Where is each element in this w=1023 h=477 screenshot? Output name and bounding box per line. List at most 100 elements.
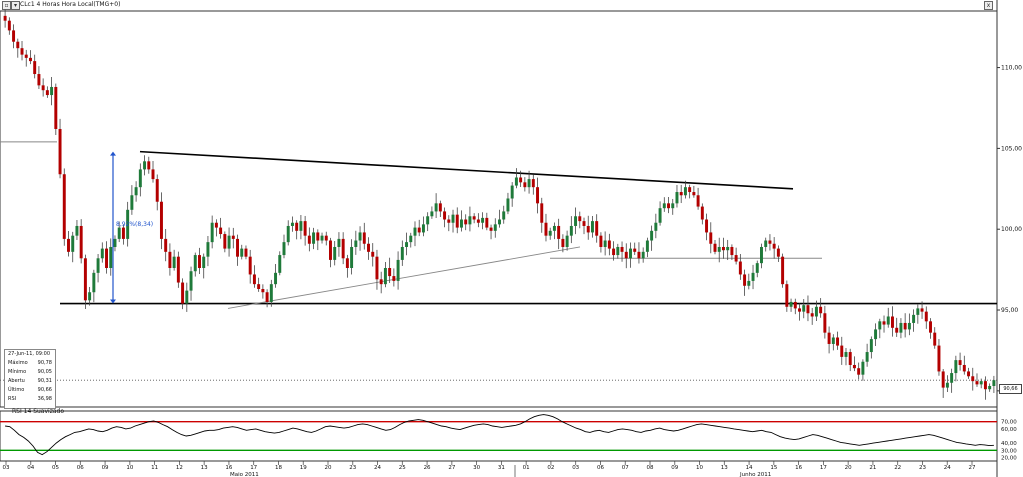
candle-body bbox=[451, 214, 455, 223]
candle bbox=[692, 185, 696, 198]
candle bbox=[836, 331, 840, 350]
candle bbox=[185, 282, 189, 312]
rsi-panel-label[interactable]: RSI 14 Suavizado bbox=[12, 408, 65, 415]
candle-body bbox=[430, 211, 434, 217]
candle bbox=[282, 234, 286, 259]
candle bbox=[459, 210, 463, 232]
menu-dropdown-icon[interactable]: ▾ bbox=[11, 1, 20, 10]
month-label: Junho 2011 bbox=[739, 472, 771, 477]
candle-body bbox=[692, 192, 696, 196]
candle bbox=[899, 318, 903, 339]
candle bbox=[890, 306, 894, 337]
candle bbox=[24, 49, 28, 67]
candle bbox=[50, 76, 54, 106]
candle bbox=[198, 247, 201, 274]
candle bbox=[451, 209, 455, 233]
candle-body bbox=[561, 238, 565, 247]
candle-body bbox=[988, 385, 992, 390]
x-tick-label: 22 bbox=[894, 465, 901, 471]
candle-body bbox=[586, 225, 590, 233]
candle-body bbox=[903, 322, 907, 330]
candle-body bbox=[979, 381, 983, 385]
x-tick-label: 09 bbox=[102, 465, 109, 471]
candle bbox=[278, 251, 282, 276]
x-tick-label: 15 bbox=[770, 465, 777, 471]
candle bbox=[552, 222, 556, 240]
candle-body bbox=[975, 381, 979, 385]
candle-body bbox=[675, 192, 679, 204]
candle-body bbox=[324, 235, 328, 241]
candle bbox=[650, 225, 654, 251]
window-icon[interactable]: ▫ bbox=[2, 1, 11, 10]
candle bbox=[105, 241, 109, 274]
candle bbox=[688, 184, 692, 199]
candle-body bbox=[143, 161, 147, 170]
candle bbox=[519, 170, 523, 188]
candle bbox=[954, 355, 958, 382]
candle bbox=[265, 289, 269, 308]
info-value: 90,78 bbox=[37, 360, 52, 366]
candle bbox=[231, 227, 235, 249]
candle-body bbox=[967, 371, 971, 377]
candle-body bbox=[371, 251, 375, 257]
candle bbox=[696, 187, 700, 210]
candle-body bbox=[700, 206, 704, 220]
candle-body bbox=[252, 274, 256, 285]
candle-body bbox=[362, 232, 366, 244]
x-tick-label: 08 bbox=[647, 465, 654, 471]
candle bbox=[764, 237, 768, 252]
close-icon[interactable]: x bbox=[984, 1, 993, 10]
candle bbox=[430, 206, 434, 219]
candle-body bbox=[519, 177, 523, 183]
x-tick-label: 05 bbox=[52, 465, 59, 471]
candle bbox=[172, 249, 176, 271]
candle bbox=[536, 177, 540, 214]
info-label: Mínimo bbox=[8, 369, 27, 375]
candle-body bbox=[920, 308, 924, 312]
candle-body bbox=[709, 232, 713, 244]
candle-body bbox=[827, 332, 831, 344]
candle bbox=[45, 86, 49, 98]
candle-body bbox=[582, 221, 586, 226]
candle bbox=[895, 317, 899, 337]
x-tick-label: 11 bbox=[151, 465, 158, 471]
candle-body bbox=[721, 246, 725, 251]
candle-body bbox=[147, 161, 151, 170]
candle-body bbox=[840, 345, 844, 357]
candle bbox=[992, 375, 996, 393]
candle bbox=[620, 241, 624, 262]
candle-body bbox=[92, 272, 96, 293]
candle bbox=[962, 355, 966, 375]
candle-body bbox=[806, 305, 810, 314]
candle bbox=[852, 356, 856, 372]
candle bbox=[582, 217, 586, 235]
candle-body bbox=[181, 282, 185, 304]
candle bbox=[447, 215, 451, 232]
candle bbox=[37, 66, 41, 90]
candle-body bbox=[569, 225, 573, 236]
candle-body bbox=[578, 216, 582, 222]
candle-body bbox=[109, 246, 113, 268]
candle bbox=[510, 182, 514, 207]
candle bbox=[683, 180, 687, 199]
candle-body bbox=[7, 20, 11, 31]
candle bbox=[303, 215, 307, 246]
candle bbox=[223, 231, 227, 253]
candle-body bbox=[354, 240, 358, 247]
candle bbox=[738, 254, 742, 280]
candle-body bbox=[857, 368, 861, 375]
candle bbox=[498, 209, 501, 228]
candle bbox=[878, 318, 882, 339]
x-tick-label: 14 bbox=[746, 465, 753, 471]
candle-body bbox=[159, 201, 163, 239]
x-tick-label: 16 bbox=[795, 465, 802, 471]
candle bbox=[147, 156, 151, 174]
candle-body bbox=[552, 225, 556, 231]
candle bbox=[400, 240, 404, 266]
x-tick-label: 24 bbox=[944, 465, 951, 471]
candle bbox=[138, 163, 142, 197]
candle-body bbox=[206, 242, 210, 257]
candle bbox=[506, 192, 510, 215]
candle bbox=[227, 227, 231, 257]
